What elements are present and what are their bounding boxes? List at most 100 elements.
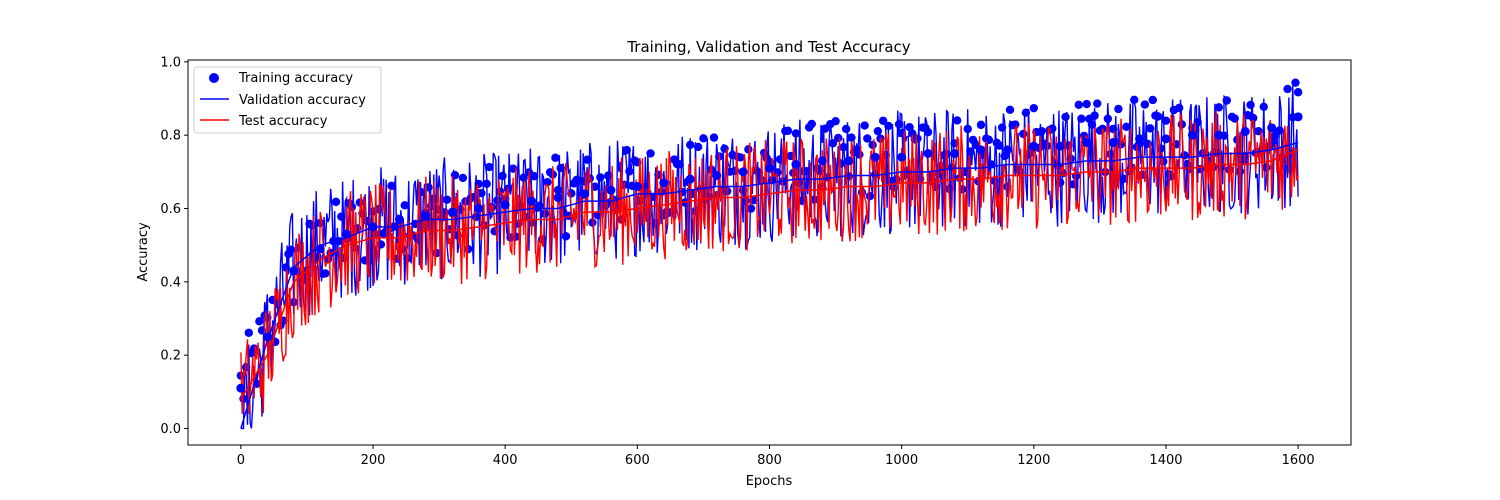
validation-segment	[1113, 156, 1140, 162]
training-point-noise	[783, 126, 793, 136]
validation-segment	[1060, 160, 1087, 166]
y-tick-label: 0.4	[160, 275, 181, 290]
training-point	[1293, 112, 1303, 122]
validation-segment	[266, 266, 295, 341]
legend: Training accuracy Validation accuracy Te…	[193, 66, 382, 134]
training-point	[1267, 123, 1277, 133]
legend-marker-training	[209, 73, 219, 83]
test-segment	[319, 244, 347, 261]
test-segment	[293, 259, 321, 283]
y-tick-label: 0.0	[160, 422, 181, 437]
training-point	[923, 149, 933, 158]
training-point-noise	[878, 116, 888, 125]
training-point	[870, 152, 880, 162]
test-segment	[927, 178, 955, 184]
validation-segment	[663, 189, 691, 195]
training-point-noise	[847, 133, 856, 142]
validation-segment	[980, 163, 1008, 169]
training-point	[1214, 130, 1224, 140]
training-point-noise	[255, 317, 264, 326]
test-segment	[1192, 163, 1219, 169]
x-tick-label: 200	[361, 453, 386, 468]
validation-segment	[319, 237, 347, 246]
training-point	[579, 189, 589, 199]
training-point	[976, 145, 986, 155]
axes-layer: 0 200 400 600 800 1000 1200 1400 1600 0.0 0.2 0.4 0.…	[160, 55, 1314, 468]
training-point-noise	[995, 141, 1004, 150]
training-point	[553, 193, 563, 202]
validation-segment	[557, 200, 585, 210]
training-point-noise	[807, 119, 816, 129]
training-point-noise	[1114, 104, 1123, 114]
training-point-noise	[1246, 100, 1255, 110]
legend-label-training: Training accuracy	[238, 71, 353, 86]
training-point-noise	[1174, 103, 1184, 113]
training-point	[500, 200, 510, 210]
training-point-noise	[1180, 151, 1189, 160]
training-point	[712, 171, 722, 180]
training-point	[1240, 127, 1250, 136]
test-segment	[610, 207, 638, 213]
training-point-noise	[1214, 103, 1224, 112]
training-point-noise	[709, 133, 719, 142]
training-point-noise	[1037, 126, 1046, 136]
training-point-noise	[1148, 95, 1157, 105]
training-point	[236, 383, 246, 393]
validation-segment	[505, 207, 532, 213]
x-tick-label: 1000	[885, 453, 918, 468]
training-point-noise	[863, 134, 872, 143]
test-segment	[663, 200, 691, 206]
x-tick-label: 0	[237, 453, 245, 468]
training-point-noise	[561, 232, 571, 241]
training-point-noise	[530, 172, 539, 181]
training-point-noise	[321, 269, 330, 278]
x-tick-label: 800	[757, 453, 782, 468]
training-point-noise	[1130, 95, 1139, 105]
training-point-noise	[1082, 99, 1091, 109]
training-point	[606, 185, 616, 195]
data-marks-layer	[236, 112, 1303, 429]
validation-segment	[240, 340, 269, 429]
training-point-noise	[1011, 120, 1020, 129]
test-segment	[980, 174, 1008, 180]
training-point-noise	[831, 117, 840, 126]
training-point	[474, 204, 484, 213]
x-tick-label: 1200	[1017, 453, 1050, 468]
legend-box	[193, 66, 382, 134]
x-tick-label: 1400	[1149, 453, 1182, 468]
training-point	[817, 156, 827, 166]
training-point-noise	[1140, 100, 1150, 109]
validation-segment	[1192, 152, 1219, 158]
test-segment	[1113, 167, 1140, 173]
test-segment	[875, 182, 902, 188]
training-point-noise	[596, 173, 605, 182]
training-point-noise	[1122, 122, 1131, 132]
validation-segment	[1245, 149, 1272, 155]
validation-segment	[742, 182, 770, 188]
test-segment	[240, 354, 268, 400]
training-point-noise	[736, 153, 745, 162]
training-point	[527, 196, 537, 206]
training-point	[1135, 134, 1145, 144]
validation-segment	[293, 244, 321, 268]
training-point	[659, 178, 669, 188]
test-segment	[478, 222, 506, 228]
training-point-noise	[543, 177, 552, 187]
validation-segment	[610, 193, 638, 202]
training-point	[1002, 145, 1012, 155]
y-tick-label: 0.8	[160, 129, 181, 144]
x-tick-label: 400	[493, 453, 518, 468]
validation-segment	[399, 218, 427, 228]
x-tick-label: 1600	[1282, 453, 1315, 468]
training-point-noise	[860, 121, 869, 130]
validation-segment	[346, 226, 374, 239]
test-segment	[1271, 149, 1299, 162]
training-point	[738, 167, 748, 177]
test-segment	[742, 193, 770, 199]
training-point-noise	[493, 196, 502, 205]
y-axis-title: Accuracy	[136, 222, 151, 282]
test-segment	[769, 189, 797, 195]
y-tick-label: 1.0	[160, 55, 181, 70]
training-point-noise	[286, 245, 296, 254]
